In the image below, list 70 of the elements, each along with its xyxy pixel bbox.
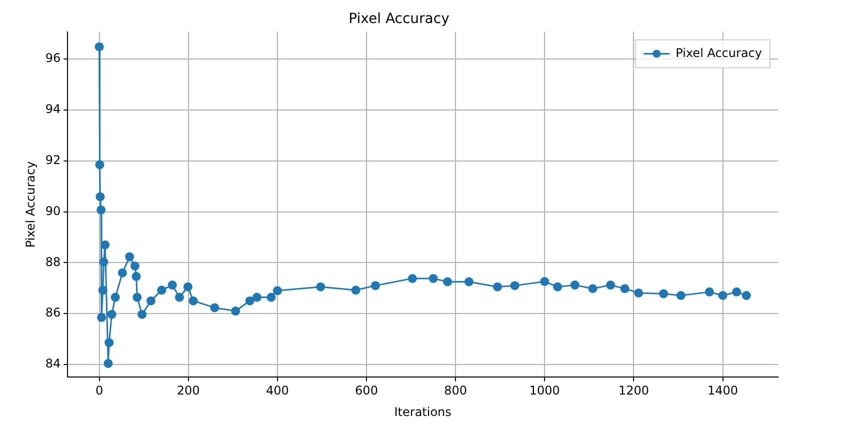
point (99, 257, 108, 266)
point (104, 338, 114, 348)
legend-label: Pixel Accuracy (676, 46, 762, 60)
point (94, 42, 104, 52)
point (742, 290, 751, 300)
point (570, 280, 580, 290)
point (510, 281, 520, 290)
point (428, 274, 438, 283)
point (132, 272, 141, 281)
x-tick-label: 200 (176, 384, 200, 398)
point (316, 282, 326, 292)
point (443, 277, 452, 286)
x-tick-label: 400 (266, 384, 289, 398)
point (252, 292, 262, 302)
point (168, 280, 177, 290)
x-tick-label: 1200 (618, 384, 649, 398)
point (553, 282, 562, 292)
point (588, 284, 598, 294)
point (464, 277, 474, 286)
x-tick-label: 800 (444, 384, 468, 398)
point (704, 287, 714, 296)
point (620, 284, 630, 294)
point (146, 296, 156, 306)
point (95, 160, 104, 170)
point (97, 312, 106, 322)
point (107, 310, 116, 319)
point (96, 205, 106, 214)
point (718, 290, 728, 300)
y-tick-label: 86 (45, 306, 61, 320)
point (98, 286, 108, 295)
point (96, 192, 105, 202)
point (245, 296, 254, 306)
y-tick-label: 90 (45, 204, 61, 218)
point (118, 268, 127, 278)
x-tick-label: 1000 (529, 384, 560, 398)
x-tick-label: 600 (355, 384, 378, 398)
point (606, 280, 616, 290)
point (492, 282, 502, 292)
x-axis-title: Iterations (394, 404, 452, 419)
point (157, 286, 166, 295)
point (266, 292, 276, 302)
point (138, 310, 147, 319)
point (659, 289, 668, 298)
point (272, 286, 282, 296)
point (188, 296, 198, 306)
chart-title: Pixel Accuracy (348, 11, 450, 28)
point (104, 358, 113, 368)
point (540, 276, 550, 286)
point (125, 252, 134, 262)
point (231, 306, 240, 316)
y-tick-label: 92 (45, 152, 61, 167)
point (634, 288, 644, 298)
point (130, 261, 140, 270)
x-tick-label: 0 (95, 384, 104, 398)
y-tick-label: 88 (45, 254, 61, 269)
point (351, 286, 360, 295)
y-tick-label: 84 (45, 356, 61, 371)
point (408, 274, 417, 283)
point (370, 281, 380, 290)
point (676, 290, 686, 300)
point (210, 303, 220, 312)
x-tick-label: 1400 (708, 384, 738, 398)
point (132, 292, 142, 302)
y-tick-label: 94 (45, 102, 61, 116)
point (174, 292, 184, 302)
point (110, 292, 120, 302)
point (732, 287, 742, 296)
y-tick-label: 96 (45, 51, 61, 66)
point (183, 282, 192, 292)
y-axis-title: Pixel Accuracy (23, 161, 38, 248)
